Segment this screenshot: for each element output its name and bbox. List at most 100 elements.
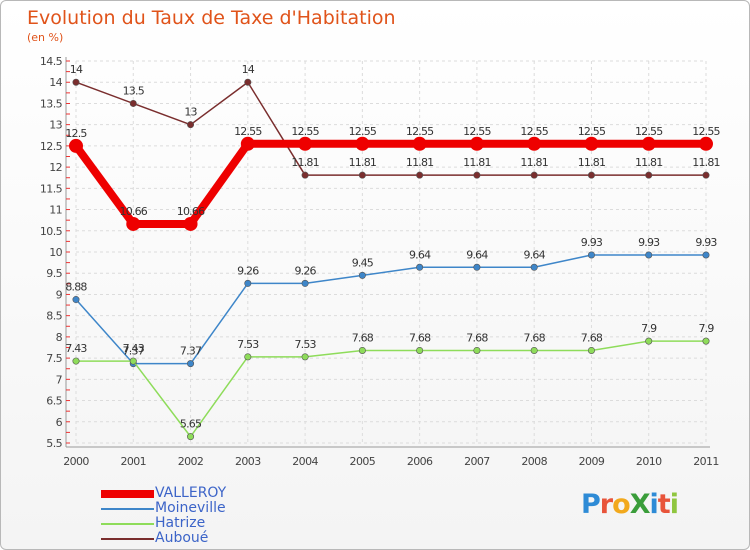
data-label-moineville: 9.64 — [524, 248, 546, 261]
data-label-valleroy: 12.55 — [692, 125, 720, 138]
data-point-aubou — [702, 171, 710, 179]
data-label-aubou: 11.81 — [520, 156, 548, 169]
y-tick-label: 11.5 — [40, 182, 63, 195]
data-label-moineville: 7.37 — [180, 345, 202, 358]
data-point-hatrize — [702, 337, 710, 345]
legend-swatch-moineville — [101, 508, 154, 510]
data-label-moineville: 9.64 — [409, 248, 431, 261]
data-point-hatrize — [473, 346, 481, 354]
data-point-hatrize — [301, 353, 309, 361]
data-label-hatrize: 5.65 — [180, 418, 202, 431]
logo-letter: t — [657, 489, 671, 520]
y-tick-label: 8.5 — [46, 310, 62, 323]
legend-swatch-hatrize — [101, 523, 154, 525]
data-label-aubou: 14 — [242, 63, 255, 76]
data-point-hatrize — [187, 433, 195, 441]
data-point-valleroy — [298, 136, 313, 151]
data-point-moineville — [702, 251, 710, 259]
y-tick-label: 11 — [49, 204, 62, 217]
y-tick-label: 7.5 — [46, 352, 62, 365]
y-tick-label: 10 — [49, 246, 62, 259]
data-point-aubou — [187, 121, 195, 129]
data-point-aubou — [129, 99, 137, 107]
x-tick-label: 2003 — [235, 455, 261, 468]
data-label-hatrize: 7.9 — [641, 322, 657, 335]
y-tick-label: 9 — [56, 288, 63, 301]
data-point-hatrize — [416, 346, 424, 354]
x-tick-label: 2001 — [120, 455, 146, 468]
data-point-hatrize — [587, 346, 595, 354]
data-point-moineville — [645, 251, 653, 259]
data-point-valleroy — [240, 136, 255, 151]
data-label-valleroy: 12.55 — [349, 125, 377, 138]
data-label-aubou: 11.81 — [349, 156, 377, 169]
logo-letter: o — [612, 489, 631, 520]
y-tick-label: 6 — [56, 416, 63, 429]
legend-swatch-auboue — [101, 538, 154, 540]
data-label-valleroy: 12.55 — [520, 125, 548, 138]
data-point-valleroy — [699, 136, 713, 151]
data-label-hatrize: 7.68 — [409, 331, 431, 344]
data-label-valleroy: 12.55 — [635, 125, 663, 138]
data-label-moineville: 9.93 — [695, 236, 717, 249]
data-label-hatrize: 7.9 — [698, 322, 714, 335]
data-point-moineville — [187, 360, 195, 368]
y-tick-label: 14.5 — [40, 55, 63, 68]
data-label-hatrize: 7.68 — [466, 331, 488, 344]
data-label-aubou: 11.81 — [463, 156, 491, 169]
data-point-moineville — [72, 296, 80, 304]
y-tick-label: 8 — [56, 331, 63, 344]
logo-letter: i — [669, 489, 679, 520]
data-label-valleroy: 12.55 — [463, 125, 491, 138]
data-label-valleroy: 10.66 — [120, 205, 148, 218]
data-point-moineville — [358, 271, 366, 279]
data-point-hatrize — [645, 337, 653, 345]
data-label-moineville: 7.37 — [123, 345, 145, 358]
data-label-hatrize: 7.68 — [524, 331, 546, 344]
data-point-valleroy — [183, 216, 198, 231]
logo-letter: X — [629, 489, 651, 520]
chart-subtitle: (en %) — [27, 31, 64, 44]
y-tick-label: 13 — [49, 119, 62, 132]
data-point-aubou — [358, 171, 366, 179]
x-tick-label: 2008 — [521, 455, 547, 468]
legend-label-moineville: Moineville — [155, 500, 226, 516]
data-point-hatrize — [129, 357, 137, 365]
data-label-hatrize: 7.68 — [581, 331, 603, 344]
data-label-aubou: 11.81 — [692, 156, 720, 169]
data-label-hatrize: 7.53 — [294, 338, 316, 351]
data-label-valleroy: 12.55 — [406, 125, 434, 138]
legend-label-auboue: Auboué — [155, 530, 209, 546]
data-label-aubou: 11.81 — [406, 156, 434, 169]
data-point-hatrize — [72, 357, 80, 365]
logo-letter: r — [599, 489, 613, 520]
data-label-moineville: 9.26 — [294, 264, 316, 277]
data-label-hatrize: 7.53 — [237, 338, 259, 351]
data-label-moineville: 9.93 — [581, 236, 603, 249]
data-label-moineville: 9.64 — [466, 248, 488, 261]
x-tick-label: 2007 — [464, 455, 490, 468]
data-point-moineville — [473, 263, 481, 271]
data-point-valleroy — [527, 136, 542, 151]
y-tick-label: 14 — [49, 76, 62, 89]
data-point-aubou — [416, 171, 424, 179]
x-tick-label: 2000 — [63, 455, 89, 468]
data-point-valleroy — [126, 216, 141, 231]
data-point-aubou — [72, 78, 80, 86]
data-point-aubou — [645, 171, 653, 179]
y-tick-label: 7 — [56, 373, 63, 386]
data-label-moineville: 8.88 — [65, 281, 87, 294]
data-label-hatrize: 7.43 — [123, 342, 145, 355]
x-tick-label: 2011 — [693, 455, 719, 468]
data-label-hatrize: 7.43 — [65, 342, 87, 355]
data-point-aubou — [473, 171, 481, 179]
data-point-aubou — [244, 78, 252, 86]
x-tick-label: 2006 — [407, 455, 433, 468]
proxiti-logo: ProXiti — [581, 489, 679, 520]
x-tick-label: 2010 — [636, 455, 662, 468]
legend-label-valleroy: VALLEROY — [155, 485, 227, 501]
data-label-valleroy: 12.55 — [234, 125, 262, 138]
data-label-aubou: 11.81 — [635, 156, 663, 169]
data-label-aubou: 13.5 — [123, 84, 145, 97]
